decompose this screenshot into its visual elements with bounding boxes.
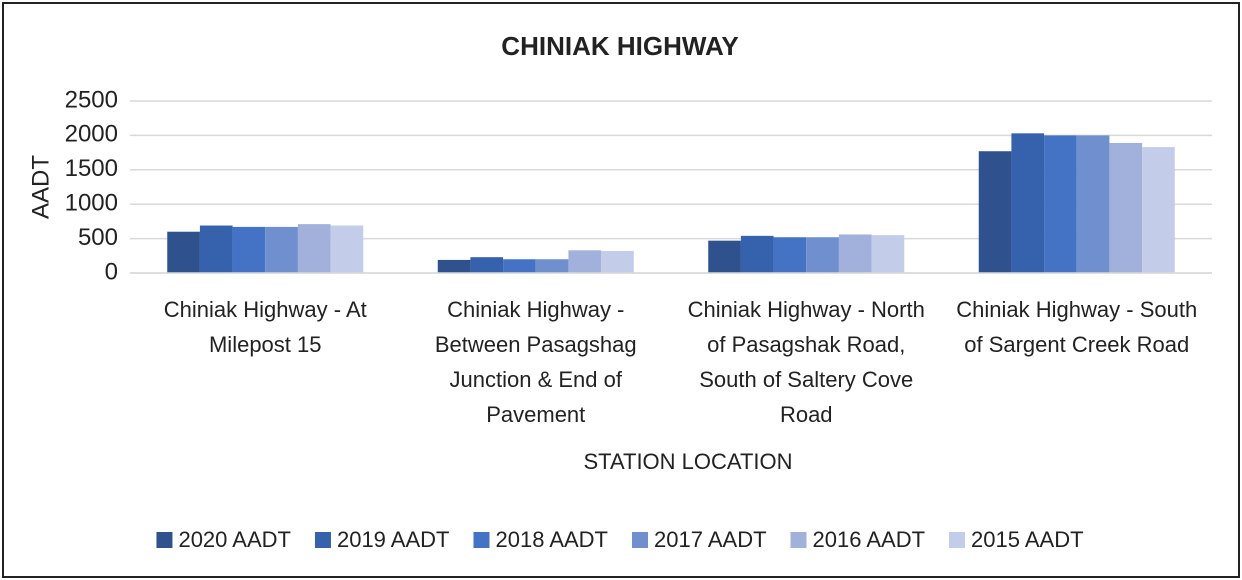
bar (265, 226, 298, 273)
legend-label: 2019 AADT (337, 527, 450, 552)
bar (871, 235, 905, 273)
x-tick-label-line: Chiniak Highway - (447, 297, 624, 322)
x-tick-label-line: Road (780, 402, 833, 427)
x-tick-label: Chiniak Highway - South of Sargent Creek … (956, 297, 1197, 357)
x-axis-title: STATION LOCATION (583, 449, 792, 474)
bar (978, 151, 1012, 273)
x-tick-label-line: of Sargent Creek Road (964, 332, 1189, 357)
legend-label: 2015 AADT (971, 527, 1084, 552)
bar (1076, 135, 1110, 273)
legend-swatch (473, 532, 490, 548)
bar (297, 224, 331, 273)
bar (1044, 135, 1077, 273)
legend-swatch (790, 532, 807, 548)
bar (601, 250, 634, 273)
bar (773, 237, 807, 273)
legend-label: 2017 AADT (654, 527, 767, 552)
legend-item: 2015 AADT (949, 527, 1084, 552)
bar (503, 259, 536, 273)
legend-item: 2018 AADT (473, 527, 608, 552)
bar (437, 259, 471, 273)
y-tick-label: 1500 (65, 155, 118, 182)
x-tick-label: Chiniak Highway - North of Pasagshak Road… (688, 297, 925, 427)
bar (708, 240, 741, 273)
x-tick-label-line: Chiniak Highway - At (164, 297, 367, 322)
y-tick-label: 2000 (65, 121, 118, 148)
legend-label: 2020 AADT (178, 527, 291, 552)
legend-item: 2020 AADT (156, 527, 291, 552)
x-tick-label-line: Pavement (486, 402, 585, 427)
bar (330, 225, 364, 273)
x-tick-label-line: of Pasagshak Road, (707, 332, 905, 357)
legend-swatch (632, 532, 648, 548)
bar (1109, 142, 1143, 273)
y-axis-title: AADT (27, 155, 54, 219)
x-tick-label-line: Between Pasagshag (435, 332, 637, 357)
bar (806, 237, 839, 273)
chart-title: CHINIAK HIGHWAY (501, 31, 738, 61)
x-tick-label-line: Chiniak Highway - South (956, 297, 1197, 322)
y-tick-label: 2500 (65, 86, 118, 113)
legend-label: 2018 AADT (495, 527, 608, 552)
y-tick-label: 0 (105, 258, 118, 285)
bar (1142, 147, 1175, 273)
bar (167, 231, 200, 273)
legend-item: 2016 AADT (790, 527, 926, 552)
x-tick-label-line: South of Saltery Cove (699, 367, 913, 392)
x-tick-label-line: Chiniak Highway - North (688, 297, 925, 322)
bar (232, 226, 266, 273)
bar (740, 235, 774, 273)
x-tick-label: Chiniak Highway - Between Pasagshag Juncti… (435, 297, 637, 427)
legend-swatch (314, 532, 331, 548)
bar (838, 234, 872, 273)
x-tick-label: Chiniak Highway - At Milepost 15 (164, 297, 367, 357)
legend-label: 2016 AADT (813, 527, 926, 552)
legend-swatch (156, 532, 173, 548)
bar (1011, 133, 1045, 273)
bar (199, 225, 233, 273)
y-tick-label: 500 (78, 224, 118, 251)
bar (568, 250, 602, 273)
bar (470, 257, 504, 273)
legend-item: 2019 AADT (314, 527, 450, 552)
x-tick-label-line: Milepost 15 (209, 332, 322, 357)
legend-item: 2017 AADT (632, 527, 767, 552)
bar (535, 259, 569, 273)
y-tick-label: 1000 (65, 190, 118, 217)
legend-swatch (949, 532, 966, 548)
x-tick-label-line: Junction & End of (450, 367, 623, 392)
